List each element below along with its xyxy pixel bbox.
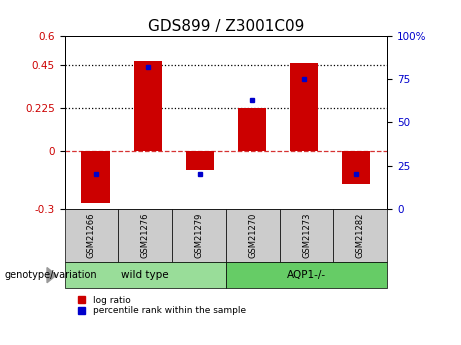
Text: GSM21266: GSM21266 bbox=[87, 213, 96, 258]
Text: GSM21273: GSM21273 bbox=[302, 213, 311, 258]
Text: GSM21270: GSM21270 bbox=[248, 213, 257, 258]
Text: genotype/variation: genotype/variation bbox=[5, 270, 97, 280]
Text: GSM21279: GSM21279 bbox=[195, 213, 203, 258]
Text: AQP1-/-: AQP1-/- bbox=[287, 270, 326, 280]
Legend: log ratio, percentile rank within the sample: log ratio, percentile rank within the sa… bbox=[78, 296, 246, 315]
Bar bbox=[134, 61, 162, 151]
Bar bbox=[237, 108, 266, 151]
Bar bbox=[290, 63, 318, 151]
Title: GDS899 / Z3001C09: GDS899 / Z3001C09 bbox=[148, 19, 304, 34]
Text: GSM21282: GSM21282 bbox=[356, 213, 365, 258]
Text: wild type: wild type bbox=[121, 270, 169, 280]
Bar bbox=[82, 151, 110, 203]
Bar bbox=[185, 151, 214, 170]
Text: GSM21276: GSM21276 bbox=[141, 213, 150, 258]
Polygon shape bbox=[47, 268, 56, 283]
Bar bbox=[342, 151, 370, 184]
